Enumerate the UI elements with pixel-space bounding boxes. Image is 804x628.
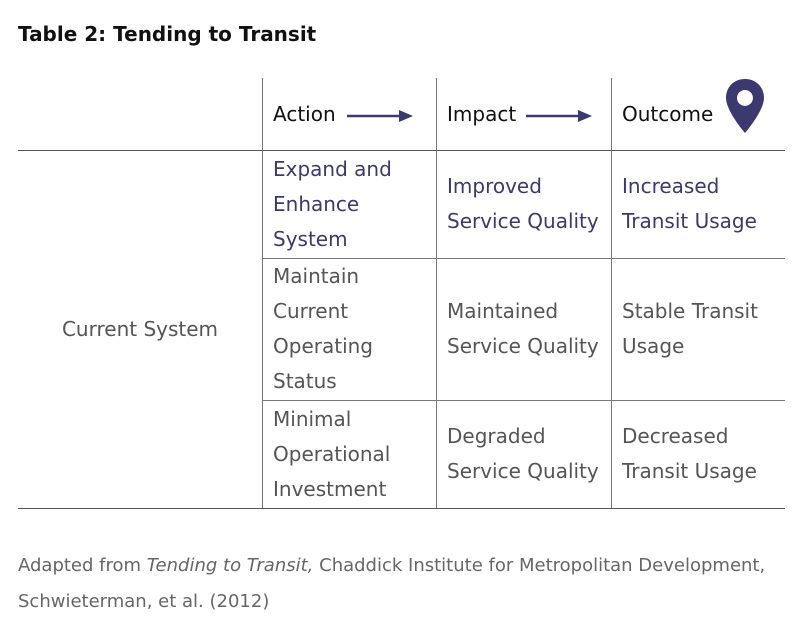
cell-line: Maintained: [447, 299, 559, 323]
cell-line: Service Quality: [447, 209, 599, 233]
arrow: [526, 110, 592, 122]
header-rule: [18, 150, 785, 151]
cell-line: Current: [273, 299, 349, 323]
row-rule: [262, 258, 785, 259]
cell-line: Stable Transit: [622, 299, 758, 323]
table-cell: Degraded Service Quality: [447, 400, 608, 508]
cell-line: Increased: [622, 174, 720, 198]
cell-line: Usage: [622, 334, 685, 358]
table-cell: Improved Service Quality: [447, 150, 608, 258]
table-title: Table 2: Tending to Transit: [18, 22, 317, 46]
bottom-rule: [18, 508, 785, 509]
cell-line: Service Quality: [447, 459, 599, 483]
header-cell: Impact: [447, 102, 517, 126]
cell-line: Minimal: [273, 406, 352, 431]
cell-line: Investment: [273, 476, 387, 501]
table-cell: Maintain Current Operating Status: [273, 258, 433, 400]
header-cell: Action: [273, 102, 336, 126]
cell-line: Decreased: [622, 424, 729, 448]
table-cell: Increased Transit Usage: [622, 150, 782, 258]
caption-text: Chaddick Institute for Metropolitan Deve…: [18, 555, 766, 612]
row-label: Current System: [61, 317, 219, 341]
column-divider: [436, 78, 437, 508]
column-divider: [262, 78, 263, 508]
table-cell: Minimal Operational Investment: [273, 400, 433, 508]
caption-text: Adapted from: [18, 555, 147, 576]
cell-line: Transit Usage: [622, 209, 757, 233]
cell-line: System: [273, 226, 348, 251]
cell-line: Service Quality: [447, 334, 599, 358]
header-cell: Outcome: [622, 102, 714, 126]
caption: Adapted from Tending to Transit, Chaddic…: [18, 548, 788, 620]
cell-line: Status: [273, 369, 337, 393]
cell-line: Transit Usage: [622, 459, 757, 483]
row-rule: [262, 400, 785, 401]
column-divider: [611, 78, 612, 508]
cell-line: Maintain: [273, 264, 360, 288]
table-cell: Expand and Enhance System: [273, 150, 433, 258]
table-cell: Maintained Service Quality: [447, 258, 608, 400]
table-cell: Stable Transit Usage: [622, 258, 782, 400]
cell-line: Operating: [273, 334, 373, 358]
location-pin: [726, 79, 764, 133]
cell-line: Enhance: [273, 191, 360, 216]
cell-line: Operational: [273, 441, 391, 466]
cell-line: Degraded: [447, 424, 546, 448]
table-cell: Decreased Transit Usage: [622, 400, 782, 508]
cell-line: Improved: [447, 174, 542, 198]
arrow: [347, 110, 413, 122]
caption-source: Tending to Transit,: [146, 555, 314, 576]
cell-line: Expand and: [273, 156, 392, 181]
